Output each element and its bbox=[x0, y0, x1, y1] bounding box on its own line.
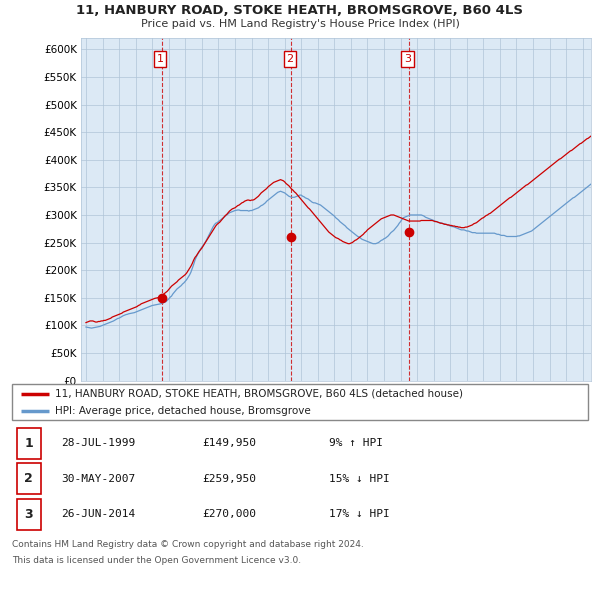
Text: £149,950: £149,950 bbox=[202, 438, 256, 448]
Text: Price paid vs. HM Land Registry's House Price Index (HPI): Price paid vs. HM Land Registry's House … bbox=[140, 19, 460, 30]
Text: 28-JUL-1999: 28-JUL-1999 bbox=[61, 438, 135, 448]
Text: 11, HANBURY ROAD, STOKE HEATH, BROMSGROVE, B60 4LS: 11, HANBURY ROAD, STOKE HEATH, BROMSGROV… bbox=[77, 4, 523, 17]
Text: Contains HM Land Registry data © Crown copyright and database right 2024.: Contains HM Land Registry data © Crown c… bbox=[12, 540, 364, 549]
Text: £270,000: £270,000 bbox=[202, 509, 256, 519]
Text: 2: 2 bbox=[286, 54, 293, 64]
Text: 30-MAY-2007: 30-MAY-2007 bbox=[61, 474, 135, 484]
Text: £259,950: £259,950 bbox=[202, 474, 256, 484]
Text: 1: 1 bbox=[25, 437, 33, 450]
Text: 17% ↓ HPI: 17% ↓ HPI bbox=[329, 509, 389, 519]
Text: 2: 2 bbox=[25, 472, 33, 486]
Text: 26-JUN-2014: 26-JUN-2014 bbox=[61, 509, 135, 519]
Text: 3: 3 bbox=[25, 507, 33, 520]
Text: HPI: Average price, detached house, Bromsgrove: HPI: Average price, detached house, Brom… bbox=[55, 406, 311, 416]
FancyBboxPatch shape bbox=[17, 499, 41, 530]
FancyBboxPatch shape bbox=[17, 428, 41, 459]
Text: 15% ↓ HPI: 15% ↓ HPI bbox=[329, 474, 389, 484]
Text: 9% ↑ HPI: 9% ↑ HPI bbox=[329, 438, 383, 448]
Text: This data is licensed under the Open Government Licence v3.0.: This data is licensed under the Open Gov… bbox=[12, 556, 301, 565]
Text: 3: 3 bbox=[404, 54, 411, 64]
FancyBboxPatch shape bbox=[12, 384, 588, 420]
Text: 11, HANBURY ROAD, STOKE HEATH, BROMSGROVE, B60 4LS (detached house): 11, HANBURY ROAD, STOKE HEATH, BROMSGROV… bbox=[55, 389, 463, 399]
Text: 1: 1 bbox=[157, 54, 164, 64]
FancyBboxPatch shape bbox=[17, 463, 41, 494]
